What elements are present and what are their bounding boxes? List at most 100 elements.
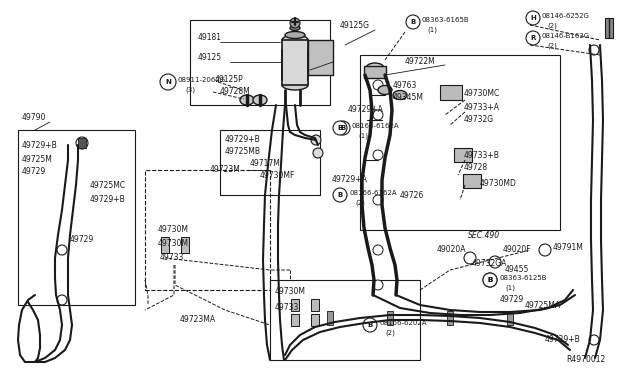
Text: 49732G: 49732G [464, 115, 494, 125]
Ellipse shape [282, 80, 308, 90]
Text: B: B [337, 192, 342, 198]
Text: 08166-6162A: 08166-6162A [352, 123, 399, 129]
Circle shape [483, 273, 497, 287]
Text: (2): (2) [385, 330, 395, 336]
Bar [311, 314, 319, 326]
Ellipse shape [285, 32, 305, 38]
Text: 49733: 49733 [160, 253, 184, 263]
Text: 49730MD: 49730MD [480, 179, 517, 187]
Text: 08166-6202A: 08166-6202A [379, 320, 426, 326]
Circle shape [373, 245, 383, 255]
Text: 49723M: 49723M [210, 166, 241, 174]
Text: SEC.490: SEC.490 [468, 231, 500, 240]
Bar [454, 148, 472, 162]
Text: 49726: 49726 [400, 190, 424, 199]
Bar [220, 130, 320, 195]
Text: 49723MA: 49723MA [180, 315, 216, 324]
Circle shape [311, 135, 321, 145]
Bar [364, 66, 386, 78]
Text: 49125P: 49125P [215, 76, 244, 84]
Bar [282, 40, 308, 85]
Bar [507, 311, 513, 325]
Ellipse shape [290, 26, 300, 31]
Text: 08146-B162G: 08146-B162G [542, 33, 590, 39]
Text: B: B [340, 125, 346, 131]
Bar [440, 85, 462, 100]
Circle shape [464, 252, 476, 264]
Text: 49020A: 49020A [437, 246, 467, 254]
Text: (3): (3) [185, 87, 195, 93]
Text: 49728: 49728 [464, 163, 488, 171]
Text: (2): (2) [547, 43, 557, 49]
Circle shape [76, 137, 88, 149]
Circle shape [373, 280, 383, 290]
Circle shape [526, 11, 540, 25]
Text: 08146-6252G: 08146-6252G [542, 13, 590, 19]
Text: 49791M: 49791M [553, 244, 584, 253]
Text: N: N [165, 79, 171, 85]
Text: 49125: 49125 [198, 54, 222, 62]
Text: 49725M: 49725M [22, 155, 53, 164]
Ellipse shape [378, 86, 392, 94]
Text: 49455: 49455 [505, 266, 529, 275]
Text: 49730MC: 49730MC [464, 89, 500, 97]
Text: 49729: 49729 [500, 295, 524, 305]
Text: 49733+B: 49733+B [464, 151, 500, 160]
Ellipse shape [393, 90, 407, 99]
Text: 49729+B: 49729+B [225, 135, 260, 144]
Text: 08363-6125B: 08363-6125B [499, 275, 547, 281]
Text: 49730MF: 49730MF [260, 170, 296, 180]
Bar [327, 311, 333, 325]
Circle shape [589, 335, 599, 345]
Bar [291, 314, 299, 326]
Text: R: R [531, 35, 536, 41]
Text: 49725MB: 49725MB [225, 148, 261, 157]
Circle shape [160, 74, 176, 90]
Circle shape [489, 256, 501, 268]
Text: 49729+B: 49729+B [90, 196, 125, 205]
Text: R4970012: R4970012 [566, 356, 605, 365]
Circle shape [589, 45, 599, 55]
Circle shape [57, 295, 67, 305]
Text: 49730M: 49730M [158, 225, 189, 234]
Text: 49020F: 49020F [503, 246, 532, 254]
Text: 49729+A: 49729+A [348, 106, 384, 115]
Circle shape [333, 121, 347, 135]
Text: 08911-2062G: 08911-2062G [178, 77, 226, 83]
Circle shape [57, 245, 67, 255]
Text: 49763: 49763 [393, 80, 417, 90]
Bar [447, 311, 453, 325]
Text: (2): (2) [355, 200, 365, 206]
Bar [270, 280, 420, 360]
Text: (1): (1) [358, 133, 368, 139]
Circle shape [373, 110, 383, 120]
Text: (1): (1) [505, 285, 515, 291]
Bar [308, 40, 333, 75]
Bar [291, 299, 299, 311]
Bar [605, 18, 613, 38]
Bar [360, 55, 560, 230]
Text: 49733+A: 49733+A [464, 103, 500, 112]
Bar [161, 237, 169, 253]
Circle shape [313, 148, 323, 158]
Circle shape [290, 18, 300, 28]
Ellipse shape [240, 95, 254, 105]
Text: 49722M: 49722M [405, 58, 436, 67]
Text: 49729+B: 49729+B [545, 336, 580, 344]
Text: 49729+A: 49729+A [332, 176, 368, 185]
Text: 49730M: 49730M [275, 288, 306, 296]
Text: B: B [488, 277, 493, 283]
Text: 49790: 49790 [22, 113, 46, 122]
Circle shape [526, 31, 540, 45]
Circle shape [363, 318, 377, 332]
Bar [463, 174, 481, 188]
Ellipse shape [366, 63, 384, 73]
Text: 49725MC: 49725MC [90, 180, 126, 189]
Circle shape [336, 121, 350, 135]
Bar [190, 20, 330, 105]
Circle shape [539, 244, 551, 256]
Bar [145, 170, 270, 290]
Text: B: B [337, 125, 342, 131]
Text: B: B [367, 322, 372, 328]
Text: 49729+B: 49729+B [22, 141, 58, 150]
